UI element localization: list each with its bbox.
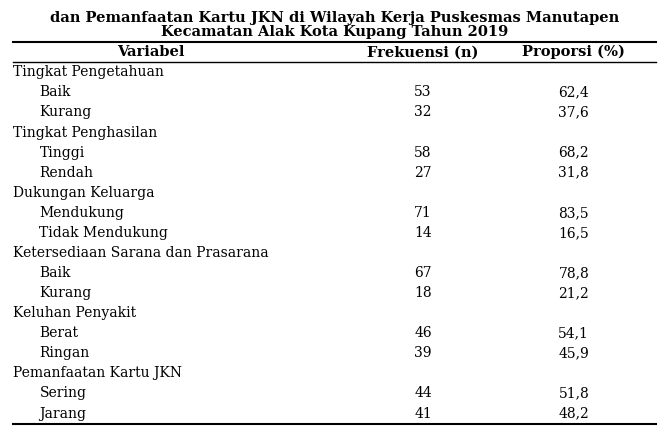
Text: dan Pemanfaatan Kartu JKN di Wilayah Kerja Puskesmas Manutapen: dan Pemanfaatan Kartu JKN di Wilayah Ker… [50, 11, 619, 25]
Text: 62,4: 62,4 [559, 86, 589, 99]
Text: 32: 32 [414, 105, 432, 120]
Text: Tingkat Pengetahuan: Tingkat Pengetahuan [13, 65, 164, 79]
Text: 41: 41 [414, 406, 432, 421]
Text: 18: 18 [414, 286, 432, 300]
Text: 14: 14 [414, 226, 432, 240]
Text: Proporsi (%): Proporsi (%) [522, 45, 626, 59]
Text: 44: 44 [414, 387, 432, 400]
Text: Tinggi: Tinggi [39, 146, 85, 160]
Text: 83,5: 83,5 [559, 206, 589, 220]
Text: 27: 27 [414, 166, 432, 180]
Text: 16,5: 16,5 [559, 226, 589, 240]
Text: 51,8: 51,8 [559, 387, 589, 400]
Text: 31,8: 31,8 [559, 166, 589, 180]
Text: 58: 58 [414, 146, 432, 160]
Text: 39: 39 [414, 346, 432, 360]
Text: 78,8: 78,8 [559, 266, 589, 280]
Text: 53: 53 [414, 86, 432, 99]
Text: Jarang: Jarang [39, 406, 86, 421]
Text: Tingkat Penghasilan: Tingkat Penghasilan [13, 126, 157, 140]
Text: Baik: Baik [39, 86, 71, 99]
Text: Tidak Mendukung: Tidak Mendukung [39, 226, 169, 240]
Text: 46: 46 [414, 326, 432, 340]
Text: Berat: Berat [39, 326, 78, 340]
Text: Keluhan Penyakit: Keluhan Penyakit [13, 306, 136, 320]
Text: 48,2: 48,2 [559, 406, 589, 421]
Text: 37,6: 37,6 [559, 105, 589, 120]
Text: Rendah: Rendah [39, 166, 94, 180]
Text: Mendukung: Mendukung [39, 206, 124, 220]
Text: 54,1: 54,1 [559, 326, 589, 340]
Text: Dukungan Keluarga: Dukungan Keluarga [13, 186, 155, 200]
Text: Ringan: Ringan [39, 346, 90, 360]
Text: Baik: Baik [39, 266, 71, 280]
Text: 68,2: 68,2 [559, 146, 589, 160]
Text: 71: 71 [414, 206, 432, 220]
Text: Kurang: Kurang [39, 105, 92, 120]
Text: Frekuensi (n): Frekuensi (n) [367, 45, 479, 59]
Text: Ketersediaan Sarana dan Prasarana: Ketersediaan Sarana dan Prasarana [13, 246, 269, 260]
Text: Pemanfaatan Kartu JKN: Pemanfaatan Kartu JKN [13, 366, 182, 381]
Text: Sering: Sering [39, 387, 86, 400]
Text: Kurang: Kurang [39, 286, 92, 300]
Text: Variabel: Variabel [117, 45, 185, 59]
Text: 67: 67 [414, 266, 432, 280]
Text: 45,9: 45,9 [559, 346, 589, 360]
Text: 21,2: 21,2 [559, 286, 589, 300]
Text: Kecamatan Alak Kota Kupang Tahun 2019: Kecamatan Alak Kota Kupang Tahun 2019 [161, 25, 508, 39]
